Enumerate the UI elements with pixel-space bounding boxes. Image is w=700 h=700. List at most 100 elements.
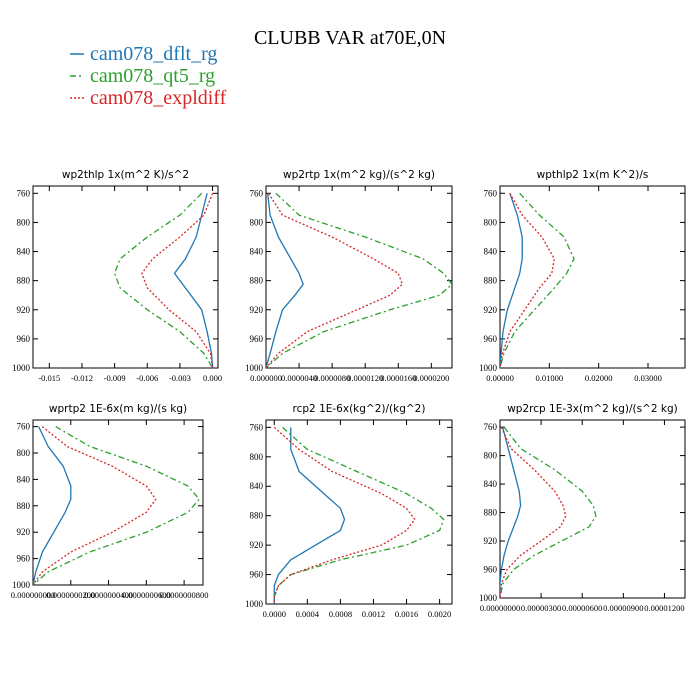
figure-title: CLUBB VAR at70E,0N: [254, 27, 446, 49]
chart-panel: rcp2 1E-6x(kg^2)/(kg^2) 760 800 840 880 920 96…: [245, 403, 453, 619]
x-tick-label: 0.0000000800: [160, 590, 209, 600]
x-tick-label: 0.00000000: [480, 603, 520, 613]
y-tick-label: 800: [484, 451, 498, 461]
x-tick-label: 0.03000: [634, 373, 662, 383]
x-tick-label: 0.0000080: [314, 373, 350, 383]
legend-label: cam078_expldiff: [90, 87, 227, 109]
series-line-cam078_expldiff: [141, 193, 214, 368]
series-line-cam078_expldiff: [273, 426, 416, 604]
series-line-cam078_qt5_rg: [500, 426, 597, 598]
panels: wp2thlp 1x(m^2 K)/s^2 760 800 840 880 920 960 1…: [11, 169, 686, 619]
y-tick-label: 1000: [245, 363, 264, 373]
panel-title: wprtp2 1E-6x(m kg)/(s kg): [49, 403, 187, 415]
y-tick-label: 960: [484, 334, 498, 344]
series-line-cam078_dflt_rg: [273, 427, 346, 604]
series-line-cam078_expldiff: [33, 426, 157, 585]
x-tick-label: 0.00000900: [603, 603, 643, 613]
x-tick-label: 0.0016: [395, 609, 418, 619]
x-tick-label: 0.000000000: [11, 590, 56, 600]
y-tick-label: 880: [250, 511, 264, 521]
chart-panel: wp2rcp 1E-3x(m^2 kg)/(s^2 kg) 760 800 840 88…: [479, 403, 686, 613]
y-tick-label: 840: [250, 247, 264, 257]
series-line-cam078_qt5_rg: [266, 192, 452, 368]
y-tick-label: 840: [250, 481, 264, 491]
y-tick-label: 800: [17, 217, 31, 227]
panel-title: wp2rcp 1E-3x(m^2 kg)/(s^2 kg): [507, 403, 678, 415]
y-tick-label: 920: [250, 540, 264, 550]
y-tick-label: 920: [17, 527, 31, 537]
y-tick-label: 1000: [479, 363, 498, 373]
y-tick-label: 800: [484, 217, 498, 227]
series-line-cam078_dflt_rg: [500, 193, 523, 368]
series-line-cam078_qt5_rg: [500, 192, 575, 368]
plot-frame: [499, 419, 686, 599]
series-line-cam078_dflt_rg: [173, 193, 214, 368]
y-tick-label: 1000: [245, 599, 264, 609]
panel-title: wpthlp2 1x(m K^2)/s: [537, 169, 649, 181]
y-tick-label: 880: [484, 276, 498, 286]
y-tick-label: 920: [484, 305, 498, 315]
series-line-cam078_dflt_rg: [33, 426, 72, 585]
y-tick-label: 1000: [12, 363, 31, 373]
x-tick-label: 0.0000200: [413, 373, 449, 383]
x-tick-label: 0.00000300: [521, 603, 561, 613]
series-line-cam078_expldiff: [500, 192, 555, 368]
series-line-cam078_expldiff: [500, 426, 567, 598]
y-tick-label: 760: [484, 422, 498, 432]
y-tick-label: 880: [484, 508, 498, 518]
y-tick-label: 920: [250, 305, 264, 315]
panel-title: wp2thlp 1x(m^2 K)/s^2: [62, 169, 189, 181]
x-tick-label: -0.015: [38, 373, 60, 383]
y-tick-label: 1000: [479, 593, 498, 603]
y-tick-label: 920: [484, 536, 498, 546]
y-tick-label: 800: [250, 217, 264, 227]
x-tick-label: -0.003: [169, 373, 191, 383]
y-tick-label: 840: [17, 474, 31, 484]
y-tick-label: 760: [250, 422, 264, 432]
y-tick-label: 840: [484, 479, 498, 489]
chart-panel: wpthlp2 1x(m K^2)/s 760 800 840 880 920 960 100…: [479, 169, 686, 383]
y-tick-label: 880: [250, 276, 264, 286]
x-tick-label: 0.01000: [536, 373, 564, 383]
y-tick-label: 760: [17, 188, 31, 198]
series-line-cam078_expldiff: [266, 192, 404, 368]
x-tick-label: 0.0020: [428, 609, 451, 619]
y-tick-label: 800: [250, 452, 264, 462]
chart-panel: wprtp2 1E-6x(m kg)/(s kg) 760 800 840 880 920…: [11, 403, 209, 600]
panel-title: rcp2 1E-6x(kg^2)/(kg^2): [293, 403, 426, 415]
x-tick-label: -0.009: [104, 373, 126, 383]
x-tick-label: 0.0000000200: [46, 590, 95, 600]
y-tick-label: 760: [17, 422, 31, 432]
x-tick-label: 0.00000600: [562, 603, 602, 613]
y-tick-label: 1000: [12, 580, 31, 590]
series-line-cam078_qt5_rg: [113, 192, 214, 368]
x-tick-label: 0.0000160: [380, 373, 416, 383]
plot-frame: [265, 419, 453, 605]
legend: cam078_dflt_rgcam078_qt5_rgcam078_expldi…: [70, 43, 227, 109]
y-tick-label: 880: [17, 501, 31, 511]
plot-frame: [499, 185, 686, 369]
legend-label: cam078_dflt_rg: [90, 43, 217, 65]
plot-frame: [265, 185, 453, 369]
series-line-cam078_dflt_rg: [266, 193, 304, 368]
series-line-cam078_qt5_rg: [33, 426, 200, 585]
y-tick-label: 960: [484, 565, 498, 575]
y-tick-label: 760: [250, 188, 264, 198]
x-tick-label: 0.0008: [329, 609, 352, 619]
x-tick-label: 0.02000: [585, 373, 613, 383]
y-tick-label: 800: [17, 448, 31, 458]
y-tick-label: 880: [17, 276, 31, 286]
plot-frame: [32, 185, 219, 369]
x-tick-label: 0.00001200: [644, 603, 684, 613]
x-tick-label: 0.0000000400: [84, 590, 133, 600]
y-tick-label: 920: [17, 305, 31, 315]
x-tick-label: 0.0000: [263, 609, 286, 619]
x-tick-label: 0.000000: [250, 373, 282, 383]
y-tick-label: 960: [17, 334, 31, 344]
chart-panel: wp2thlp 1x(m^2 K)/s^2 760 800 840 880 920 960 1…: [12, 169, 222, 383]
x-tick-label: -0.012: [71, 373, 93, 383]
y-tick-label: 840: [484, 247, 498, 257]
y-tick-label: 760: [484, 188, 498, 198]
x-tick-label: 0.0004: [296, 609, 320, 619]
